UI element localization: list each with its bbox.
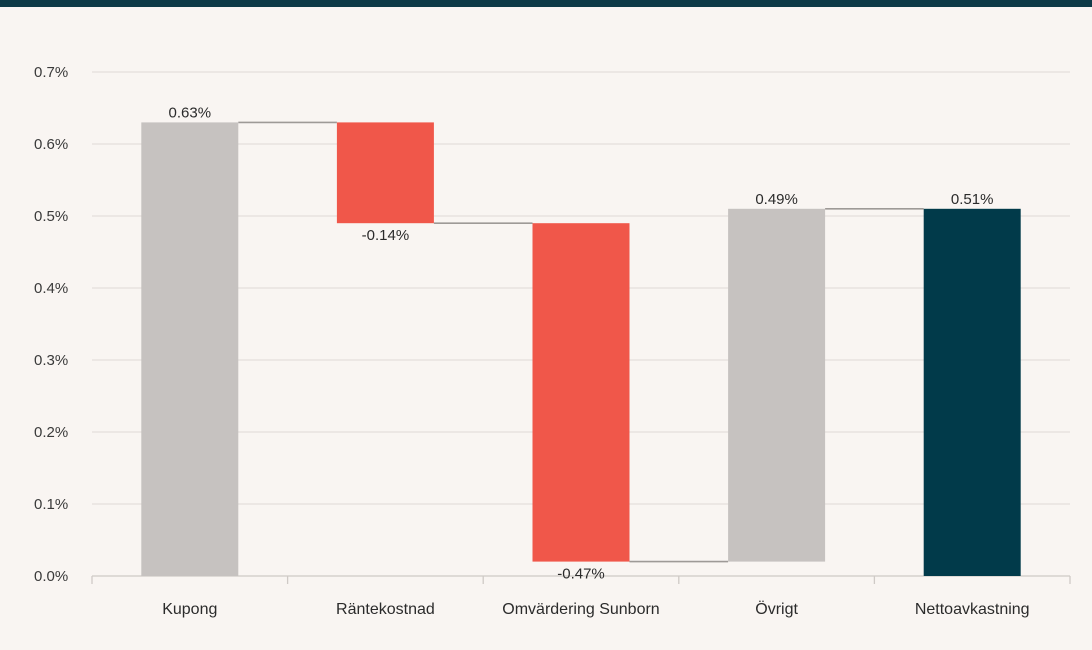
chart-frame: 0.0% 0.1% 0.2% 0.3% 0.4% 0.5% 0.6% 0.7% 0.63% Kup… [0,7,1092,650]
y-tick-label: 0.2% [34,424,68,441]
data-label: -0.14% [362,227,410,244]
bar [141,122,239,577]
data-label: 0.49% [755,191,798,208]
x-tick-label: Nettoavkastning [915,601,1030,618]
x-tick-label: Omvärdering Sunborn [502,601,659,618]
bar [728,208,826,562]
y-tick-label: 0.0% [34,568,68,585]
data-label: -0.47% [557,566,605,583]
data-label: 0.63% [169,104,212,121]
waterfall-chart: 0.0% 0.1% 0.2% 0.3% 0.4% 0.5% 0.6% 0.7% 0.63% Kup… [34,64,1071,618]
bar [923,208,1021,577]
y-tick-label: 0.7% [34,64,68,81]
bar [336,122,434,224]
y-tick-label: 0.3% [34,352,68,369]
x-tick-label: Övrigt [755,600,798,618]
y-tick-label: 0.5% [34,208,68,225]
header-bar [0,0,1092,7]
data-label: 0.51% [951,191,994,208]
y-tick-label: 0.6% [34,136,68,153]
x-tick-label: Kupong [162,601,217,618]
bar [532,223,630,562]
x-tick-label: Räntekostnad [336,601,435,618]
y-tick-label: 0.1% [34,496,68,513]
y-tick-label: 0.4% [34,280,68,297]
